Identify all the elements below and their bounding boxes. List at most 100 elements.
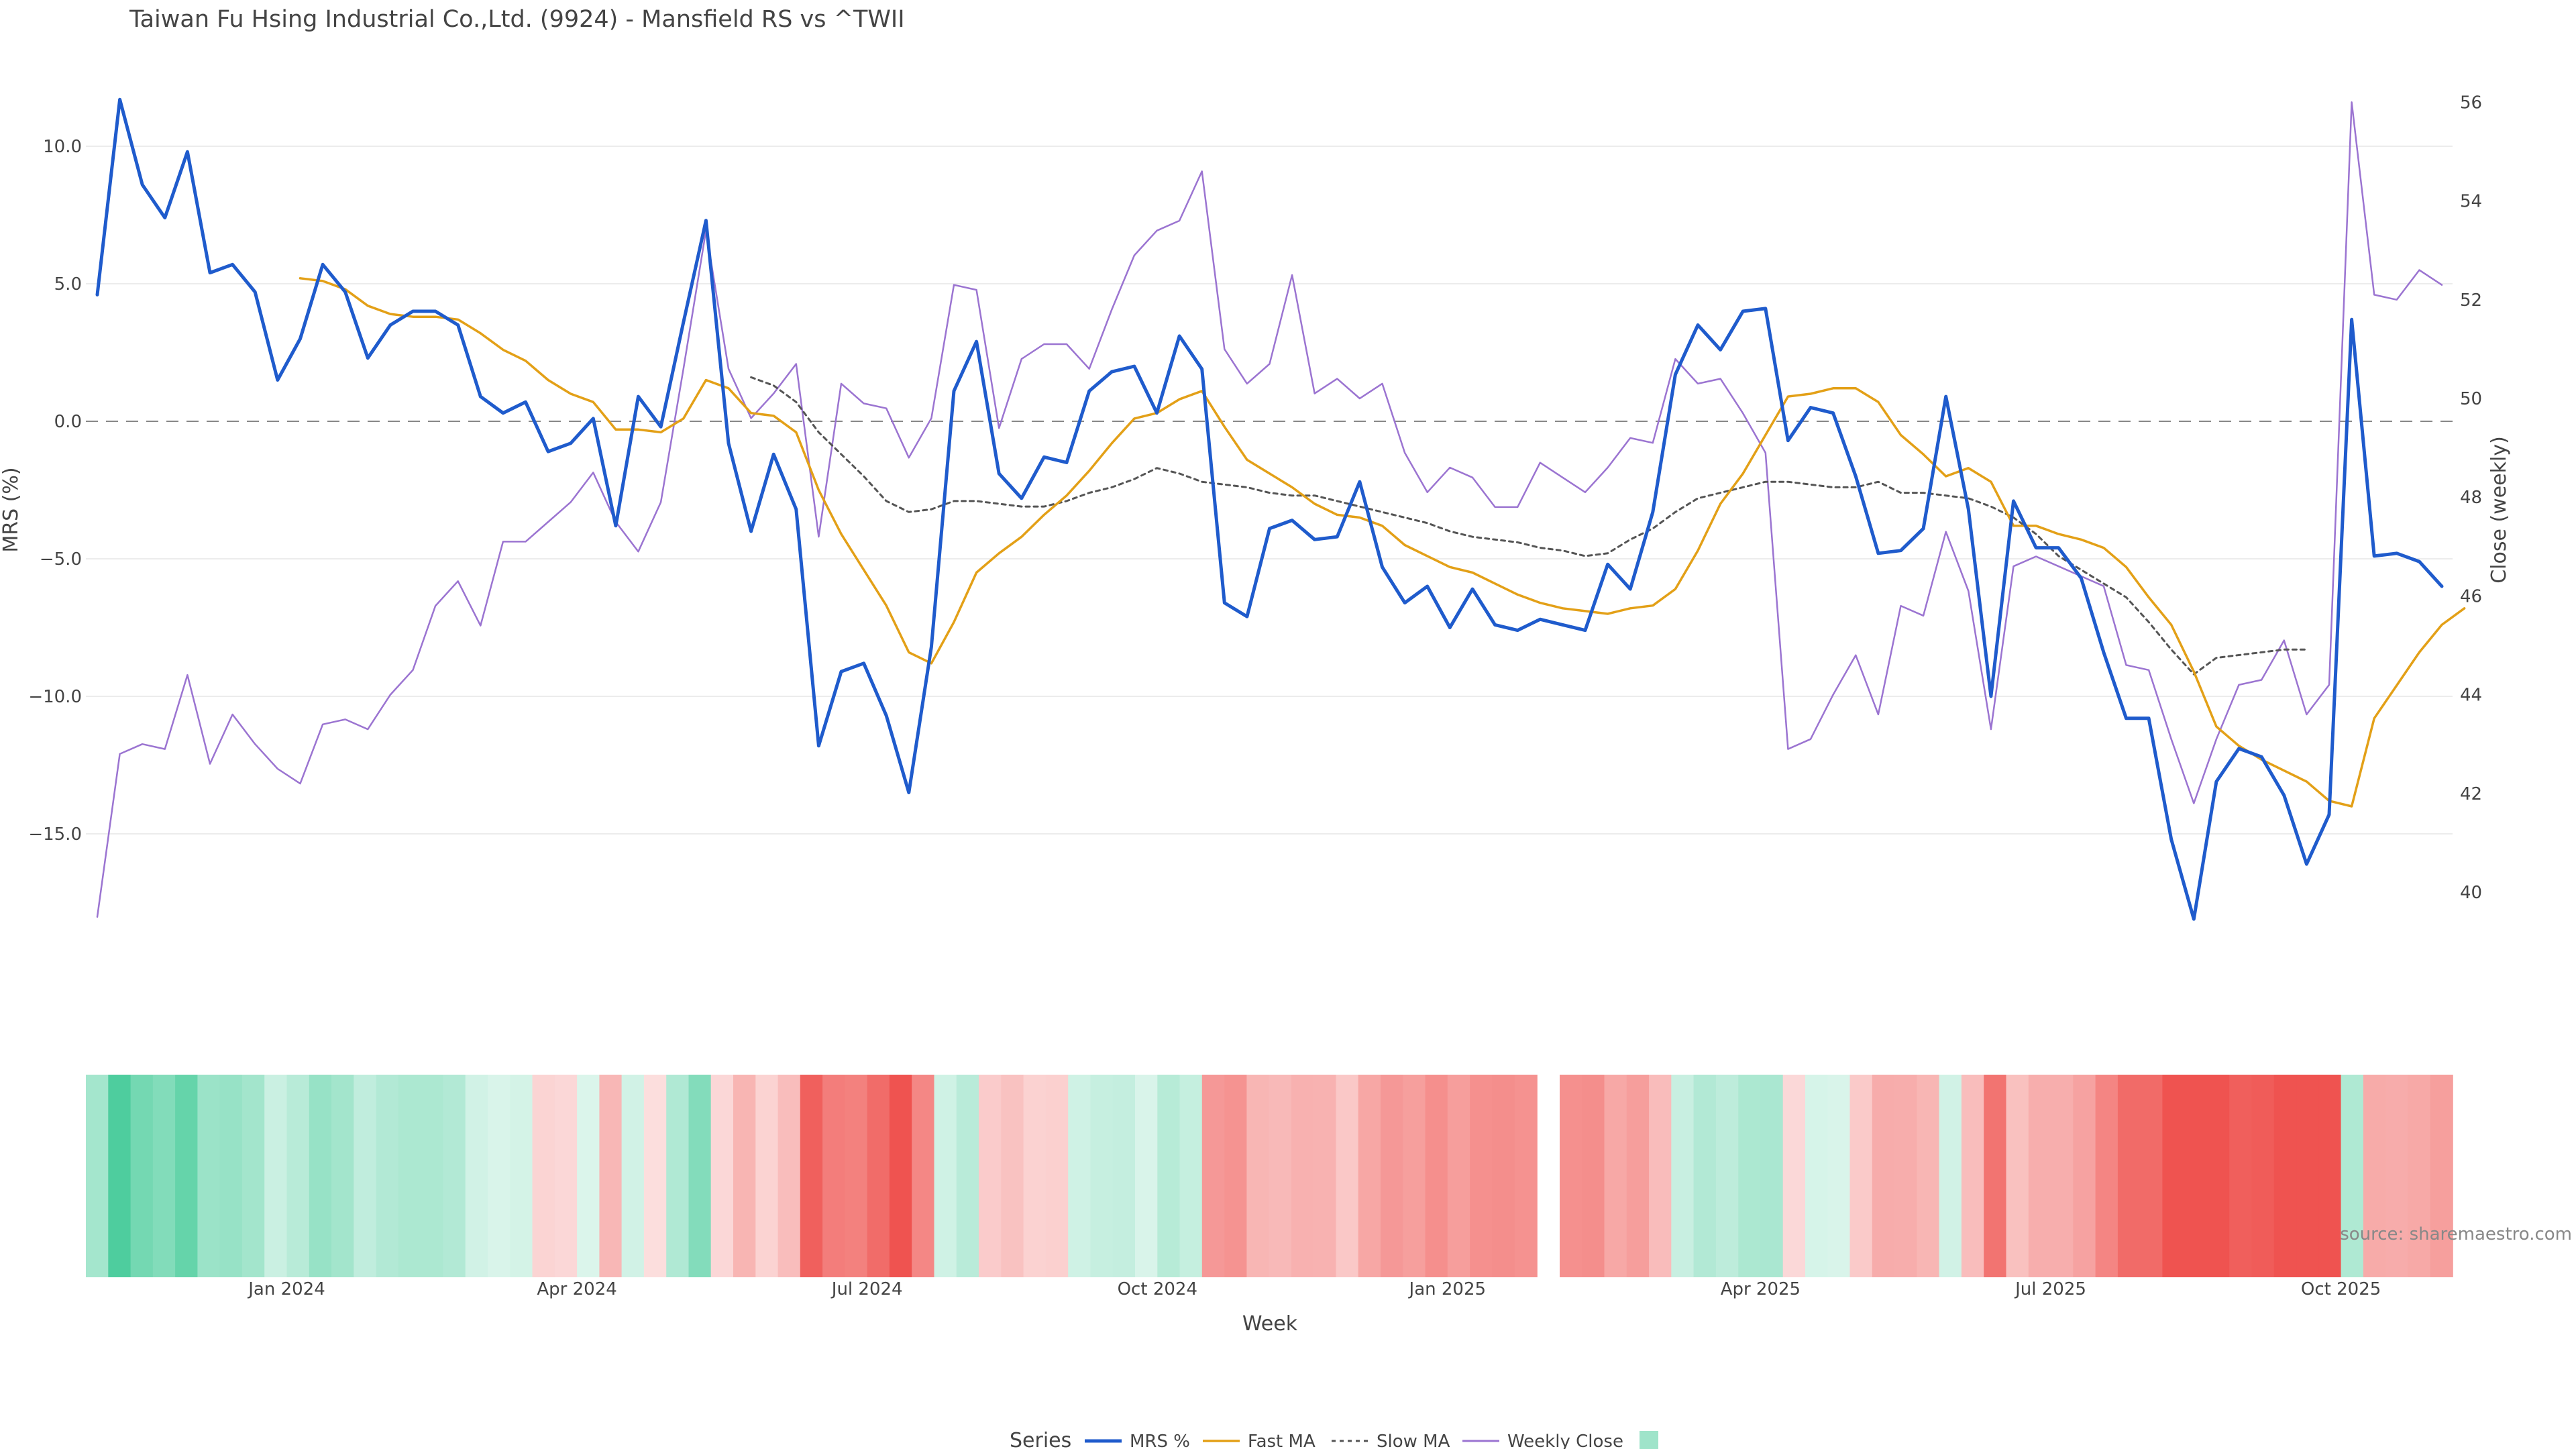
rs-heat-cell <box>2318 1075 2342 1277</box>
series-layer <box>95 97 2466 921</box>
legend-label: Weekly Close <box>1507 1432 1623 1449</box>
rs-heat-cell <box>800 1075 823 1277</box>
right-tick-label: 40 <box>2460 883 2482 903</box>
right-tick-label: 48 <box>2460 488 2482 508</box>
rs-heat-cell <box>510 1075 533 1277</box>
rs-heat-cell <box>1381 1075 1404 1277</box>
rs-heat-cell <box>777 1075 801 1277</box>
rs-heat-cell <box>1090 1075 1114 1277</box>
rs-heat-cell <box>1984 1075 2007 1277</box>
source-note: source: sharemaestro.com <box>2340 1224 2572 1244</box>
rs-heat-cell <box>241 1075 265 1277</box>
rs-heat-cell <box>354 1075 377 1277</box>
rs-heat-cell <box>1782 1075 1806 1277</box>
rs-heat-cell <box>443 1075 466 1277</box>
left-tick-label: −15.0 <box>28 824 82 845</box>
rs-heat-cell <box>621 1075 645 1277</box>
rs-heat-cell <box>1560 1075 1583 1277</box>
rs-heat-cell <box>152 1075 176 1277</box>
rs-heat-cell <box>2251 1075 2275 1277</box>
rs-heat-cell <box>532 1075 555 1277</box>
rs-heat-cell <box>979 1075 1002 1277</box>
rs-heat-cell <box>1760 1075 1784 1277</box>
rs-heat-cell <box>398 1075 421 1277</box>
rs-heat-cell <box>2162 1075 2186 1277</box>
rs-heat-cell <box>956 1075 979 1277</box>
rs-heat-cell <box>822 1075 846 1277</box>
right-axis-ticks: 40 42 44 46 48 50 52 54 56 <box>2460 93 2482 903</box>
x-tick-label: Apr 2024 <box>537 1279 616 1299</box>
series-line-slow-ma <box>750 376 2308 676</box>
rs-heat-cell <box>1001 1075 1024 1277</box>
rs-heat-cell <box>1582 1075 1605 1277</box>
rs-heat-cell <box>1649 1075 1672 1277</box>
rs-heat-cell <box>912 1075 935 1277</box>
rs-heat-cell <box>2207 1075 2231 1277</box>
rs-heat-cell <box>688 1075 712 1277</box>
rs-heat-cell <box>554 1075 578 1277</box>
rs-heat-cell <box>1157 1075 1181 1277</box>
rs-heat-cell <box>1827 1075 1851 1277</box>
legend-swatch-rs-strip <box>1640 1431 1658 1449</box>
rs-heat-cell <box>845 1075 868 1277</box>
rs-heat-cell <box>1514 1075 1538 1277</box>
rs-heat-cell <box>1626 1075 1650 1277</box>
rs-heat-cell <box>2095 1075 2118 1277</box>
rs-heat-cell <box>1291 1075 1314 1277</box>
rs-heat-cell <box>376 1075 399 1277</box>
rs-heat-cell <box>86 1075 109 1277</box>
rs-heat-cell <box>1447 1075 1470 1277</box>
rs-heat-cell <box>1403 1075 1426 1277</box>
rs-heat-cell <box>108 1075 131 1277</box>
rs-heat-cell <box>2430 1075 2453 1277</box>
rs-heat-cell <box>2140 1075 2163 1277</box>
rs-heat-cell <box>577 1075 600 1277</box>
right-tick-label: 44 <box>2460 686 2482 706</box>
x-tick-label: Oct 2024 <box>1118 1279 1197 1299</box>
right-tick-label: 50 <box>2460 389 2482 409</box>
series-line-weekly-close <box>96 101 2443 918</box>
rs-heat-cell <box>1358 1075 1381 1277</box>
rs-heat-cell <box>1715 1075 1739 1277</box>
rs-heat-cell <box>934 1075 957 1277</box>
rs-heat-cell <box>1939 1075 1962 1277</box>
left-tick-label: 0.0 <box>54 412 82 432</box>
rs-heat-cell <box>1738 1075 1762 1277</box>
x-tick-label: Oct 2025 <box>2301 1279 2381 1299</box>
right-axis-title: Close (weekly) <box>2487 436 2511 584</box>
rs-heat-cell <box>889 1075 912 1277</box>
rs-heat-cell <box>1068 1075 1091 1277</box>
rs-heat-cell <box>309 1075 332 1277</box>
rs-heat-cell <box>733 1075 757 1277</box>
series-line-mrs <box>95 97 2444 921</box>
rs-heat-cell <box>1112 1075 1136 1277</box>
chart-title: Taiwan Fu Hsing Industrial Co.,Ltd. (992… <box>129 6 905 33</box>
rs-heat-cell <box>755 1075 779 1277</box>
rs-heat-cell <box>643 1075 667 1277</box>
legend: Series MRS % Fast MA Slow MA Weekly Close <box>1010 1429 1658 1449</box>
rs-heat-cell <box>599 1075 623 1277</box>
right-tick-label: 42 <box>2460 784 2482 804</box>
rs-heat-cell <box>331 1075 355 1277</box>
rs-heat-cell <box>1313 1075 1337 1277</box>
rs-heat-cell <box>1246 1075 1270 1277</box>
rs-heat-cell <box>1336 1075 1359 1277</box>
rs-heat-cell <box>2296 1075 2320 1277</box>
rs-heat-cell <box>2408 1075 2431 1277</box>
x-axis-title: Week <box>1242 1312 1298 1336</box>
legend-title: Series <box>1010 1429 1071 1449</box>
rs-heat-cell <box>867 1075 890 1277</box>
rs-heat-cell <box>175 1075 199 1277</box>
left-axis-ticks: 10.0 5.0 0.0 −5.0 −10.0 −15.0 <box>28 137 82 845</box>
rs-heat-cell <box>1425 1075 1448 1277</box>
rs-heat-cell <box>2341 1075 2364 1277</box>
rs-heat-cell <box>1269 1075 1292 1277</box>
left-tick-label: 5.0 <box>54 274 82 294</box>
rs-heat-cell <box>1961 1075 1984 1277</box>
x-tick-label: Jan 2025 <box>1408 1279 1487 1299</box>
rs-heat-cell <box>2051 1075 2074 1277</box>
rs-heat-cell <box>2117 1075 2141 1277</box>
rs-heat-cell <box>1805 1075 1829 1277</box>
rs-heat-cell <box>465 1075 488 1277</box>
